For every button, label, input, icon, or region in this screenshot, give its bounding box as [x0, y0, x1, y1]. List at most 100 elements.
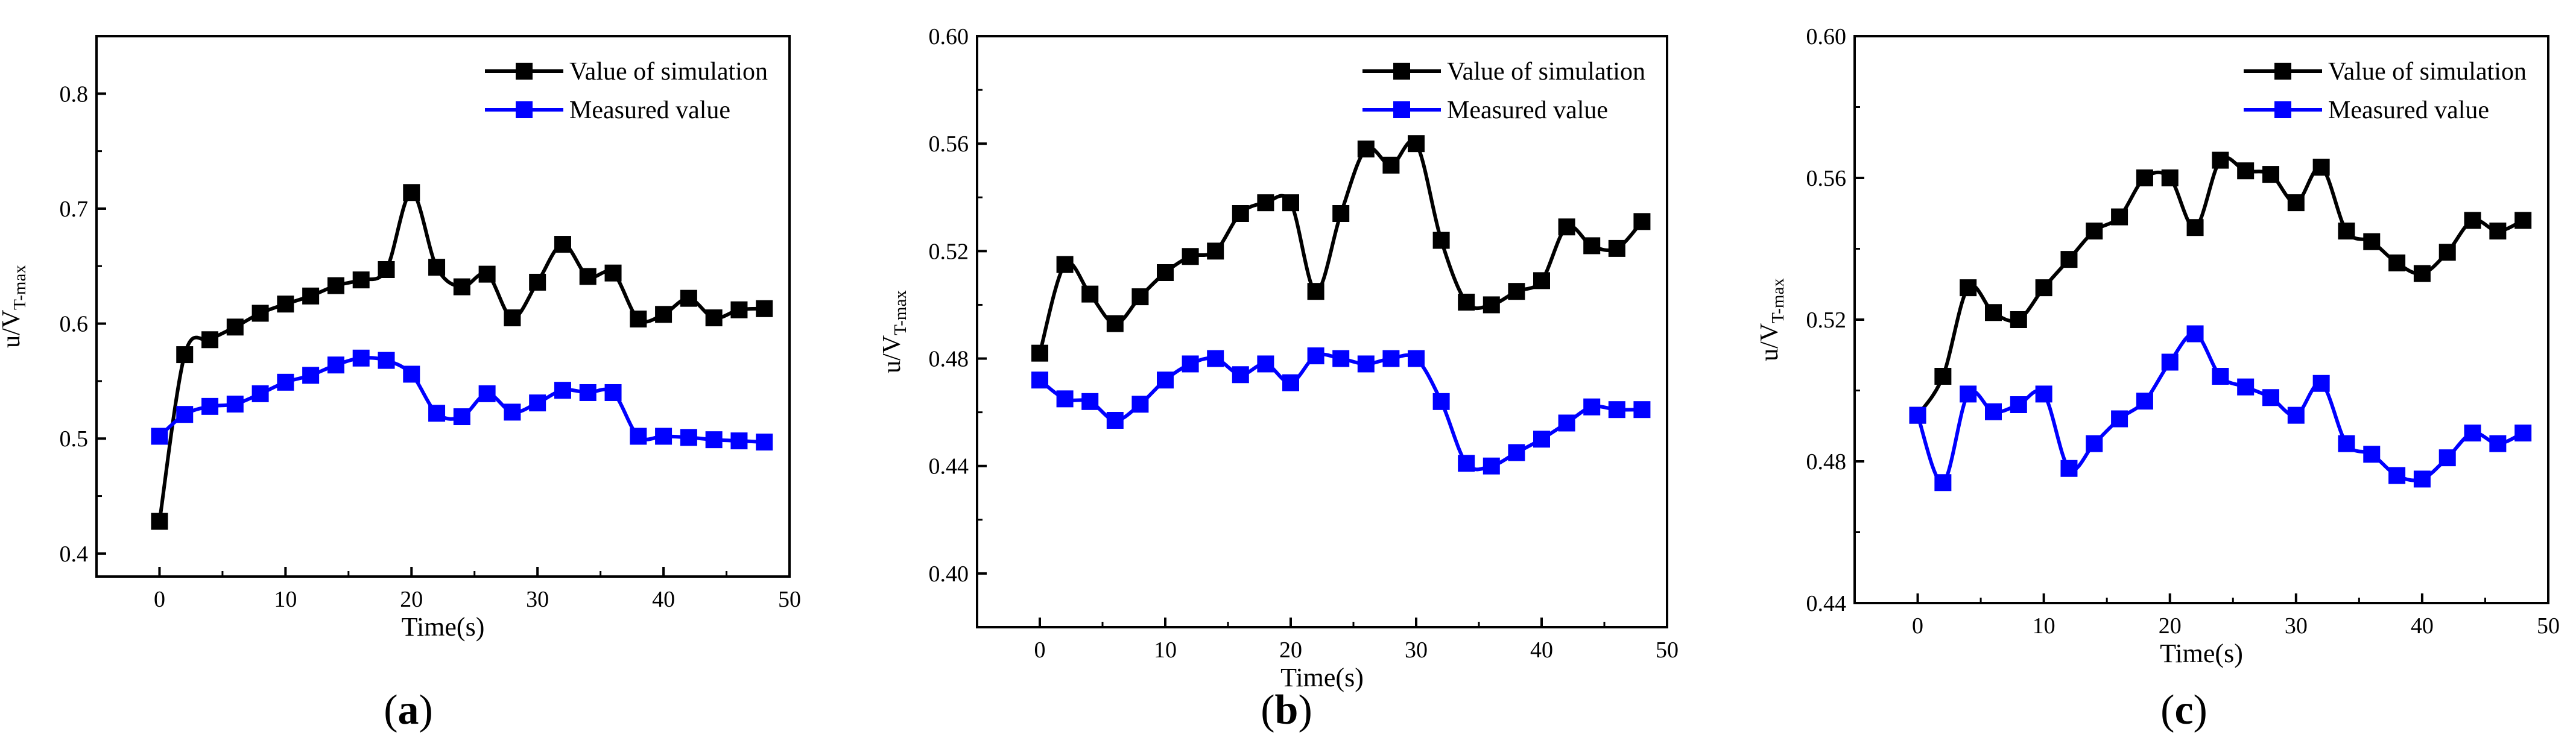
data-point-simulation: [1182, 248, 1199, 265]
data-point-simulation: [2413, 265, 2431, 282]
data-point-measured: [1583, 398, 1601, 416]
data-point-simulation: [1157, 264, 1174, 281]
data-point-simulation: [756, 300, 773, 317]
data-point-simulation: [2136, 169, 2153, 186]
data-point-simulation: [1483, 296, 1500, 314]
legend-marker: [1393, 101, 1410, 118]
x-tick-label: 10: [274, 587, 297, 612]
data-point-measured: [2136, 393, 2153, 410]
data-point-simulation: [1458, 294, 1475, 311]
data-point-simulation: [2363, 233, 2381, 250]
data-point-simulation: [226, 318, 244, 336]
data-point-measured: [453, 408, 470, 426]
data-point-simulation: [705, 309, 723, 327]
y-axis-label-main: u/V: [1756, 323, 1783, 361]
data-point-measured: [201, 397, 219, 415]
data-point-simulation: [1332, 205, 1350, 222]
chart-panel-c: 0 10 20 30 40 50 0.44 0.48 0.52 0.56 0.60 Time(s) u/…: [1756, 24, 2560, 733]
data-point-measured: [2489, 435, 2507, 452]
data-point-measured: [1432, 393, 1450, 410]
data-point-measured: [1357, 355, 1375, 373]
data-point-simulation: [1031, 344, 1048, 362]
data-point-simulation: [630, 310, 647, 327]
x-tick-label: 50: [778, 587, 801, 612]
data-point-measured: [680, 429, 697, 446]
data-point-simulation: [1232, 205, 1249, 222]
data-point-measured: [2161, 353, 2179, 371]
x-tick-label: 0: [1912, 613, 1923, 639]
data-point-measured: [352, 349, 370, 367]
y-tick-label: 0.60: [929, 24, 969, 49]
y-axis-label: u/VT-max: [878, 290, 910, 373]
data-point-simulation: [277, 296, 294, 313]
data-point-measured: [579, 384, 597, 401]
data-point-simulation: [554, 236, 571, 253]
data-point-measured: [1960, 385, 1977, 403]
data-point-simulation: [604, 264, 622, 282]
data-point-simulation: [579, 268, 597, 285]
x-tick-label: 20: [400, 587, 423, 612]
data-point-simulation: [2060, 251, 2078, 268]
data-point-simulation: [1282, 194, 1299, 212]
x-axis-label: Time(s): [1280, 663, 1364, 692]
data-point-measured: [705, 431, 723, 449]
data-point-measured: [1131, 396, 1149, 413]
legend-label: Value of simulation: [1447, 58, 1645, 86]
data-point-simulation: [428, 259, 446, 276]
data-point-simulation: [655, 306, 672, 323]
x-tick-label: 30: [1405, 637, 1428, 663]
data-point-measured: [2262, 389, 2279, 406]
data-point-simulation: [1081, 285, 1099, 303]
data-point-simulation: [2010, 311, 2027, 328]
panel-label-paren: (: [2160, 687, 2174, 733]
y-tick-label: 0.40: [929, 561, 969, 587]
data-point-simulation: [403, 184, 420, 201]
y-axis-label-main: u/V: [878, 335, 906, 373]
data-point-simulation: [201, 331, 219, 349]
data-point-measured: [176, 406, 194, 423]
data-point-measured: [1608, 401, 1625, 419]
data-point-measured: [2312, 375, 2330, 392]
data-point-simulation: [378, 261, 395, 278]
chart-panel-b: 0 10 20 30 40 50 0.40 0.44 0.48 0.52 0.56 0.60 Time(…: [878, 24, 1679, 733]
data-point-simulation: [1985, 304, 2002, 321]
data-point-measured: [1458, 455, 1475, 472]
panel-label-letter: c: [2174, 687, 2193, 733]
data-point-measured: [277, 373, 294, 391]
data-point-measured: [2035, 385, 2052, 403]
data-point-measured: [2287, 406, 2305, 424]
data-point-simulation: [2388, 254, 2406, 271]
x-axis-label: Time(s): [2160, 639, 2243, 668]
panel-label-letter: a: [398, 687, 419, 733]
x-tick-label: 50: [2537, 613, 2560, 639]
y-tick-label: 0.44: [1806, 591, 1847, 616]
panel-label-paren: (: [1261, 687, 1274, 733]
data-point-measured: [2438, 449, 2456, 467]
y-tick-label: 0.4: [60, 542, 89, 567]
chart-panel-a: 0 10 20 30 40 50 0.4 0.5 0.6 0.7 0.8 Time(s) u/VT-ma…: [0, 35, 801, 733]
data-point-measured: [1056, 390, 1074, 408]
series-line-measured: [1916, 332, 2524, 485]
data-point-simulation: [2514, 212, 2532, 229]
x-tick-label: 20: [2159, 613, 2182, 639]
data-point-measured: [378, 352, 395, 369]
data-point-measured: [529, 394, 546, 412]
data-point-measured: [403, 365, 420, 383]
x-tick-label: 30: [2285, 613, 2308, 639]
data-point-measured: [1257, 355, 1274, 373]
data-point-measured: [2010, 396, 2027, 413]
data-point-measured: [504, 403, 521, 421]
x-tick-label: 10: [1154, 637, 1177, 663]
data-point-measured: [1382, 350, 1400, 367]
data-point-measured: [1558, 414, 1575, 432]
x-tick-label: 0: [1034, 637, 1046, 663]
data-point-simulation: [2287, 194, 2305, 212]
panel-label-paren: (: [384, 687, 397, 733]
data-point-simulation: [2086, 223, 2103, 240]
data-point-simulation: [504, 309, 521, 327]
legend-label: Measured value: [2328, 96, 2489, 124]
data-point-simulation: [2262, 166, 2279, 183]
data-point-measured: [2388, 467, 2406, 484]
data-point-measured: [1633, 401, 1651, 419]
x-tick-label: 40: [1530, 637, 1553, 663]
